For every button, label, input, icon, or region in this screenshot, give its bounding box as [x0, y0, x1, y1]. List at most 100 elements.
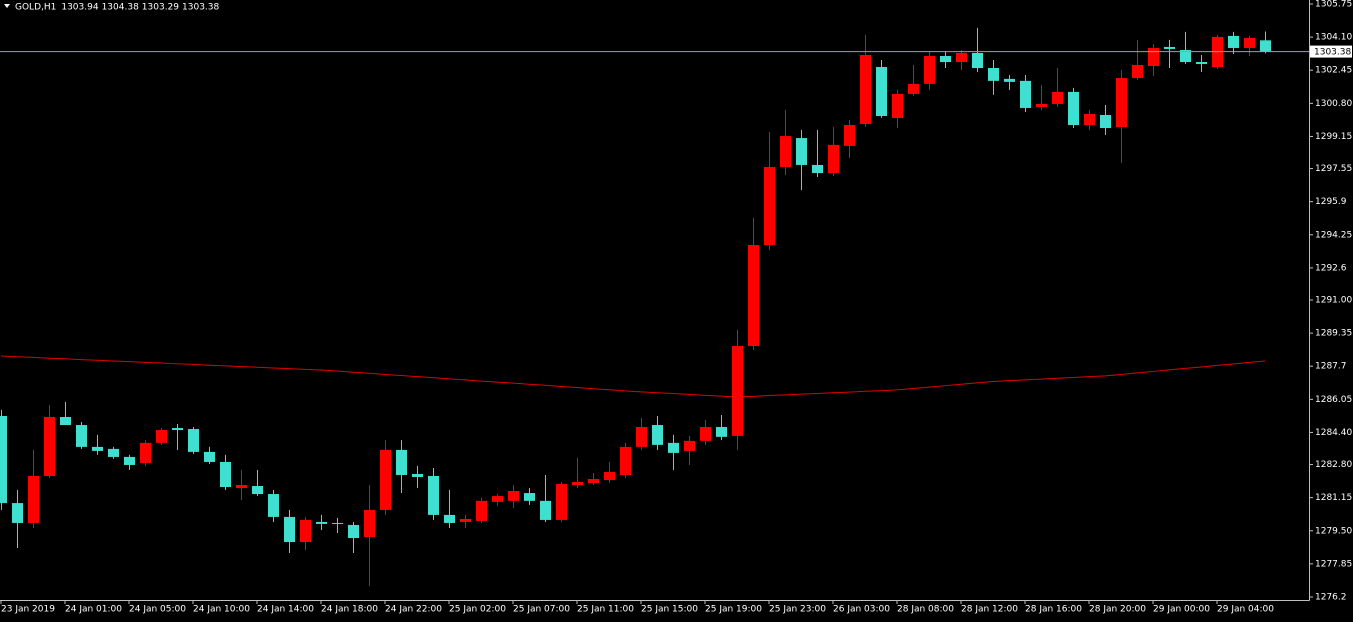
- y-tick-label: 1304.10: [1315, 33, 1352, 43]
- candle-body: [524, 493, 535, 501]
- candle-body: [780, 136, 791, 167]
- x-tick-label: 25 Jan 15:00: [641, 605, 698, 615]
- x-tick-label: 25 Jan 19:00: [705, 605, 762, 615]
- x-tick-label: 25 Jan 07:00: [513, 605, 570, 615]
- candle-body: [444, 514, 455, 523]
- y-tick-label: 1287.7: [1315, 362, 1347, 372]
- x-tick-label: 25 Jan 23:00: [769, 605, 826, 615]
- candle-body: [828, 144, 839, 173]
- y-tick-label: 1284.40: [1315, 428, 1352, 438]
- y-tick-label: 1282.80: [1315, 460, 1352, 470]
- x-tick-label: 24 Jan 14:00: [257, 605, 314, 615]
- y-tick-label: 1294.25: [1315, 230, 1352, 240]
- x-tick-label: 26 Jan 03:00: [833, 605, 890, 615]
- candle-body: [1100, 114, 1111, 129]
- candle-body: [652, 425, 663, 445]
- y-tick-label: 1297.55: [1315, 164, 1352, 174]
- candle-body: [204, 451, 215, 462]
- candle-body: [1228, 35, 1239, 48]
- candle-body: [76, 425, 87, 447]
- y-tick-label: 1300.80: [1315, 99, 1352, 109]
- y-tick-label: 1286.05: [1315, 395, 1352, 405]
- y-tick-label: 1302.45: [1315, 66, 1352, 76]
- y-tick-label: 1295.9: [1315, 197, 1347, 207]
- last-close: 1303.38: [182, 2, 219, 12]
- y-tick-label: 1279.50: [1315, 526, 1352, 536]
- candle-body: [956, 52, 967, 63]
- candle-body: [412, 473, 423, 477]
- x-tick-label: 24 Jan 18:00: [321, 605, 378, 615]
- candle-body: [972, 52, 983, 69]
- price-label-box: [1310, 45, 1352, 58]
- candle-body: [12, 503, 23, 523]
- candle-body: [108, 448, 119, 457]
- y-tick-label: 1289.35: [1315, 329, 1352, 339]
- candle-body: [732, 345, 743, 436]
- candle-body: [1260, 40, 1271, 52]
- last-high: 1304.38: [102, 2, 139, 12]
- x-tick-label: 25 Jan 11:00: [577, 605, 634, 615]
- candle-body: [252, 486, 263, 495]
- candle-body: [668, 442, 679, 453]
- candle-body: [172, 428, 183, 431]
- candle-body: [124, 456, 135, 465]
- candle-body: [1132, 65, 1143, 79]
- candle-body: [796, 138, 807, 165]
- x-tick-label: 24 Jan 10:00: [193, 605, 250, 615]
- candle-body: [332, 522, 343, 524]
- candle-body: [428, 475, 439, 515]
- candle-body: [588, 478, 599, 484]
- candle-body: [1004, 78, 1015, 82]
- candle-body: [268, 494, 279, 517]
- x-tick-label: 29 Jan 00:00: [1153, 605, 1210, 615]
- candle-body: [28, 475, 39, 523]
- candle-body: [348, 524, 359, 538]
- candle-body: [1244, 37, 1255, 48]
- candle-body: [1068, 91, 1079, 126]
- candle-body: [748, 245, 759, 346]
- candle-body: [44, 416, 55, 476]
- x-tick-label: 28 Jan 08:00: [897, 605, 954, 615]
- candle-body: [1052, 91, 1063, 104]
- candle-body: [924, 55, 935, 84]
- candle-body: [1020, 80, 1031, 108]
- candle-body: [1036, 103, 1047, 107]
- candle-body: [508, 491, 519, 501]
- candle-body: [1164, 46, 1175, 49]
- candle-body: [316, 521, 327, 524]
- candle-body: [220, 461, 231, 488]
- candle-body: [236, 485, 247, 489]
- candle-body: [92, 446, 103, 451]
- candle-body: [684, 440, 695, 451]
- y-tick-label: 1281.15: [1315, 493, 1352, 503]
- candle-body: [140, 442, 151, 463]
- candle-body: [716, 427, 727, 437]
- candle-body: [188, 429, 199, 452]
- candle-body: [460, 518, 471, 522]
- candle-body: [476, 500, 487, 521]
- candle-body: [0, 415, 7, 504]
- x-tick-label: 25 Jan 02:00: [449, 605, 506, 615]
- candle-body: [300, 519, 311, 543]
- x-tick-label: 28 Jan 20:00: [1089, 605, 1146, 615]
- candle-body: [908, 83, 919, 94]
- price-label: 1303.38: [1314, 48, 1351, 58]
- candle-body: [988, 68, 999, 81]
- candle-body: [396, 449, 407, 475]
- moving-average: [0, 355, 1266, 398]
- candle-body: [604, 471, 615, 480]
- x-tick-label: 29 Jan 04:00: [1217, 605, 1274, 615]
- candle-body: [700, 427, 711, 441]
- menu-triangle[interactable]: [4, 4, 10, 8]
- last-low: 1303.29: [142, 2, 179, 12]
- y-tick-label: 1299.15: [1315, 132, 1352, 142]
- candle-body: [492, 496, 503, 502]
- chart-header: GOLD,H1 1303.94 1304.38 1303.29 1303.38: [15, 2, 220, 12]
- x-tick-label: 24 Jan 01:00: [65, 605, 122, 615]
- y-tick-label: 1305.75: [1315, 0, 1352, 10]
- y-tick-label: 1292.6: [1315, 263, 1347, 273]
- candle-body: [1196, 62, 1207, 65]
- y-tick-label: 1277.85: [1315, 559, 1352, 569]
